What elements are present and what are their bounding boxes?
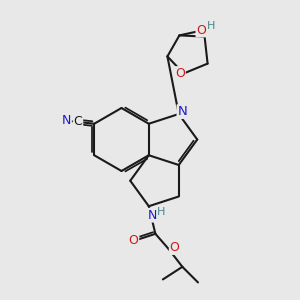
- Text: H: H: [207, 21, 216, 32]
- Text: C: C: [74, 115, 82, 128]
- Text: O: O: [128, 234, 138, 247]
- Text: O: O: [175, 67, 185, 80]
- Text: O: O: [196, 23, 206, 37]
- Text: O: O: [169, 241, 179, 254]
- Text: H: H: [157, 207, 166, 217]
- Text: N: N: [61, 114, 71, 127]
- Text: N: N: [178, 105, 187, 118]
- Text: N: N: [148, 209, 157, 222]
